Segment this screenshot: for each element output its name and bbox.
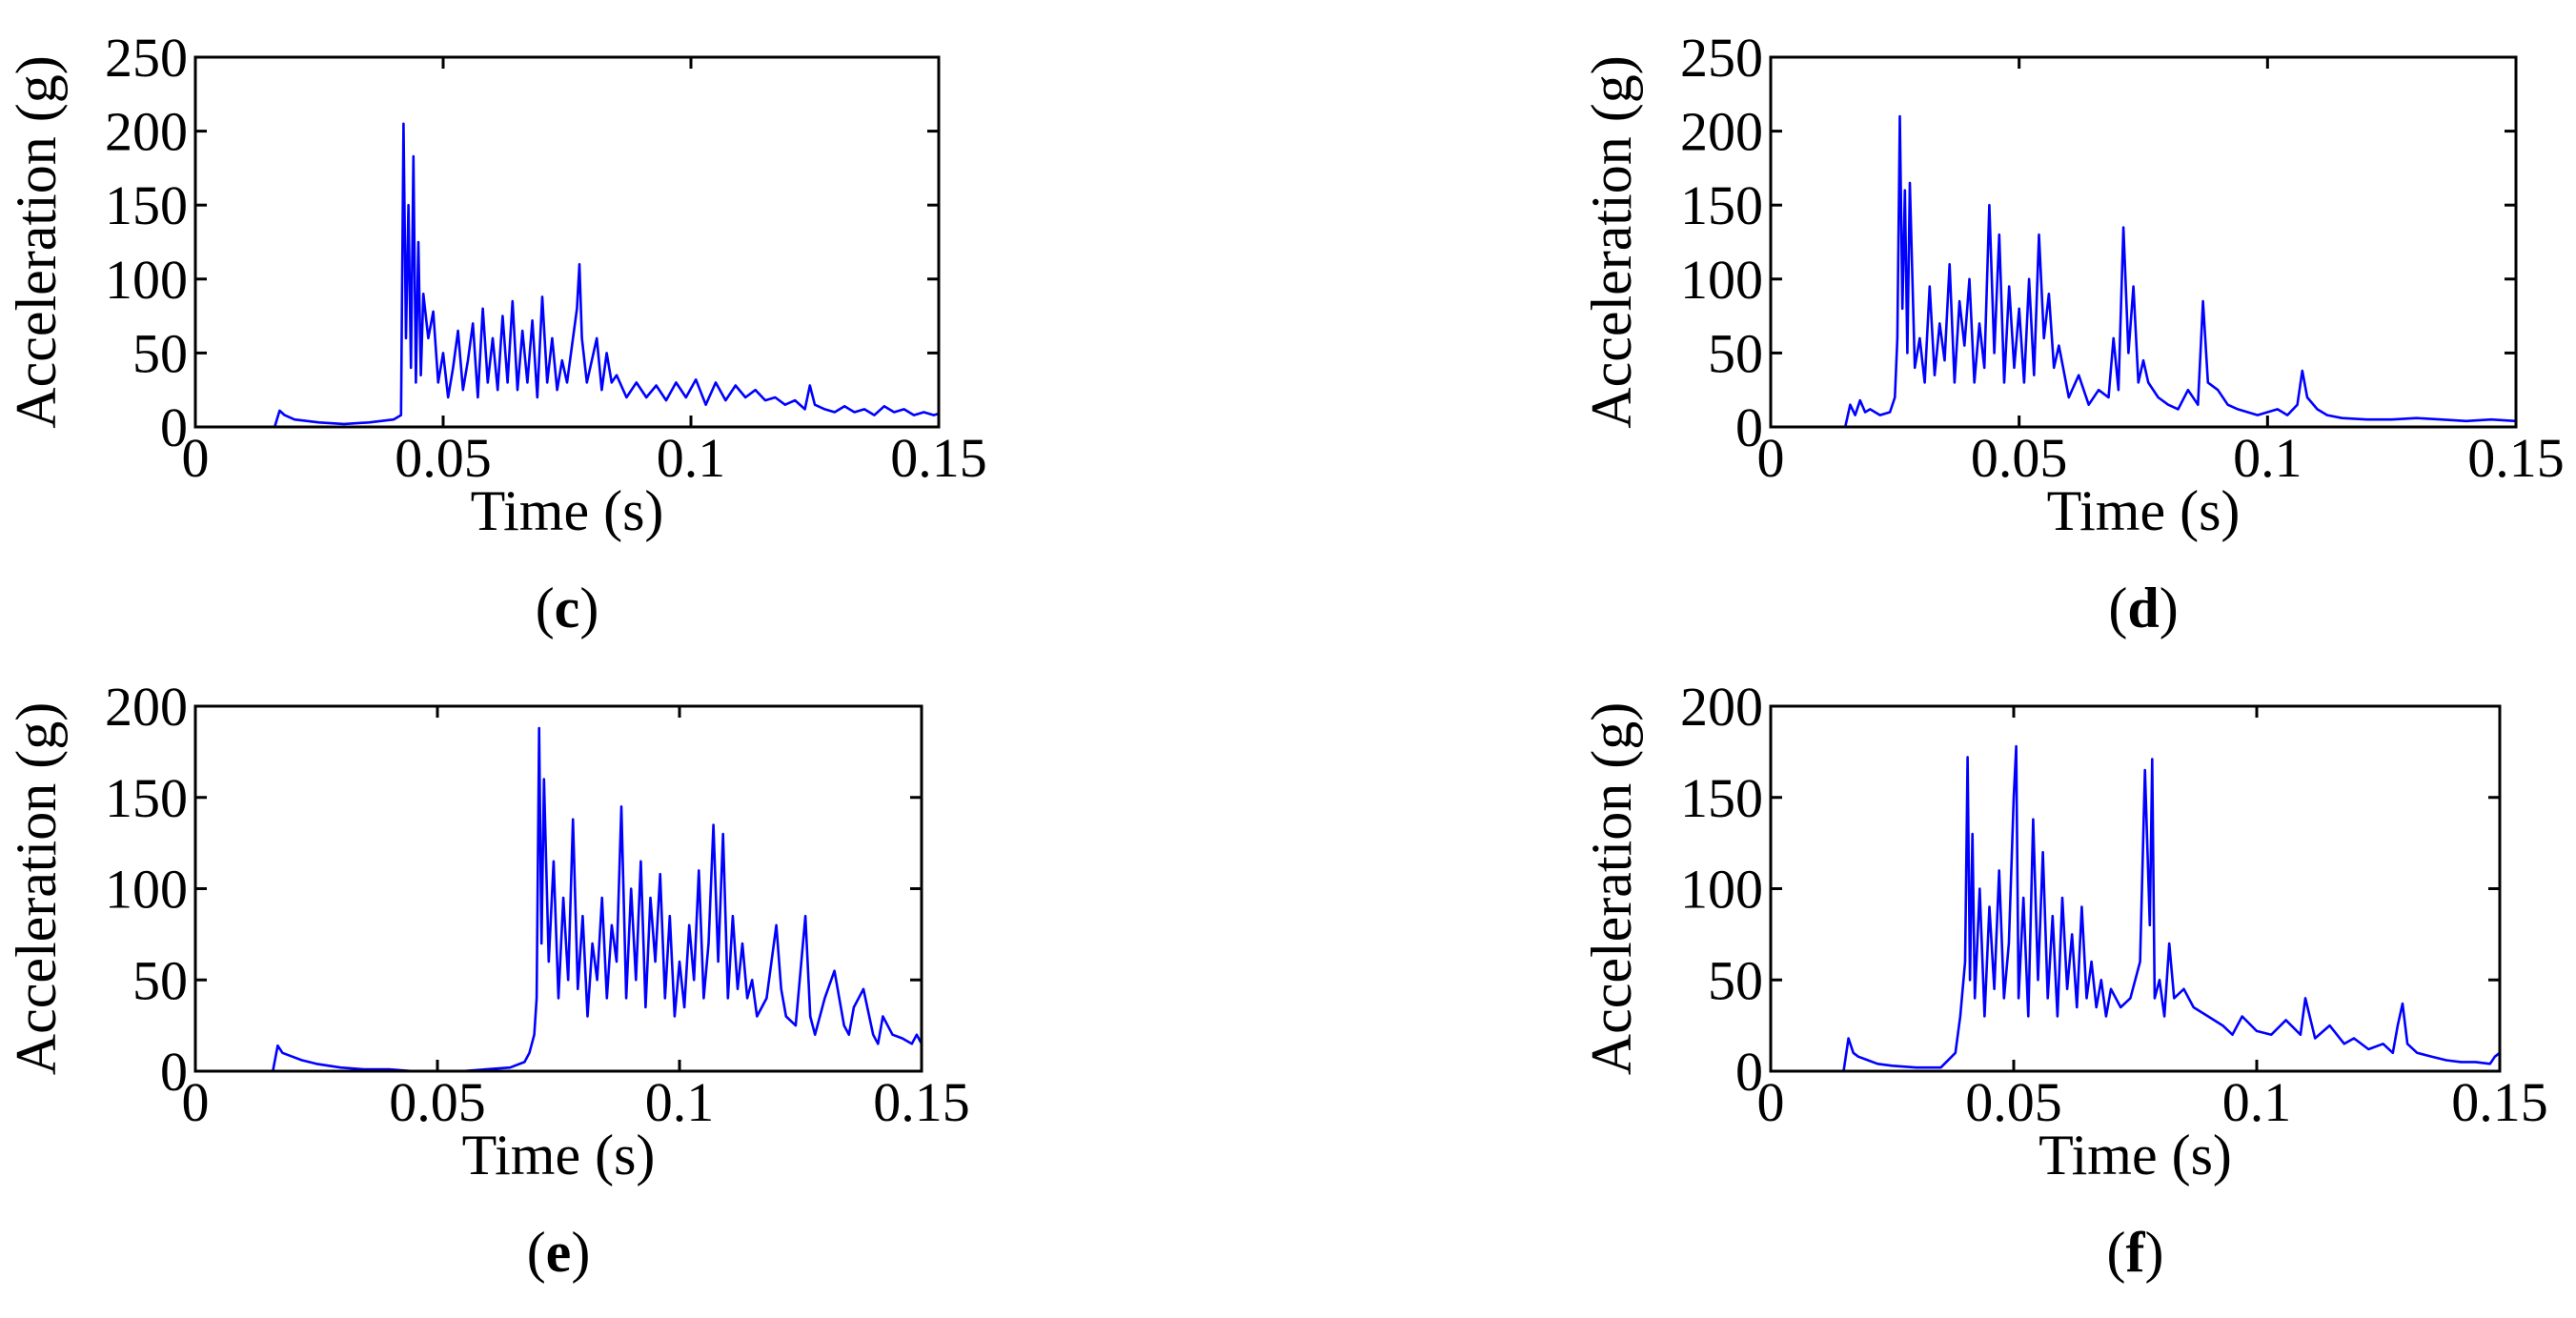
y-tick-label: 150 [105, 767, 188, 829]
plot-frame [193, 55, 941, 429]
x-tick-label: 0.15 [873, 1071, 970, 1133]
y-axis-label: Acceleration (g) [1580, 55, 1643, 428]
y-tick-label: 0 [160, 396, 188, 458]
x-tick-label: 0.05 [1971, 427, 2068, 489]
x-axis-label: Time (s) [2047, 479, 2241, 542]
x-tick-label: 0.15 [2451, 1071, 2548, 1133]
y-tick-label: 50 [1708, 949, 1763, 1011]
y-tick-label: 200 [1680, 101, 1763, 163]
y-tick-label: 50 [132, 949, 188, 1011]
x-tick-label: 0 [1757, 1071, 1785, 1133]
y-axis-label: Acceleration (g) [1580, 702, 1643, 1075]
x-tick-label: 0 [182, 427, 210, 489]
series-line [195, 726, 923, 1073]
chart-panel-e: 0 0.05 0.1 0.15 0 50 100 150 200 Time (s) Accelera… [5, 676, 970, 1284]
y-tick-label: 250 [1680, 27, 1763, 89]
y-axis-label: Acceleration (g) [5, 55, 68, 428]
panel-label-letter: e [546, 1221, 572, 1284]
panel-label: (c) [536, 577, 599, 639]
x-tick-label: 0.1 [2233, 427, 2302, 489]
plot-frame [193, 704, 923, 1073]
panel-label: (f) [2107, 1221, 2164, 1284]
y-tick-label: 250 [105, 27, 188, 89]
panel-label: (d) [2108, 577, 2178, 639]
plot-frame [1769, 704, 2502, 1073]
y-tick-label: 150 [1680, 174, 1763, 236]
y-tick-label: 100 [105, 859, 188, 921]
x-axis-label: Time (s) [471, 479, 664, 542]
y-tick-label: 150 [1680, 767, 1763, 829]
series-line [1771, 744, 2501, 1073]
y-tick-label: 200 [105, 676, 188, 738]
x-tick-label: 0 [1757, 427, 1785, 489]
chart-panel-f: 0 0.05 0.1 0.15 0 50 100 150 200 Time (s) Accelera… [1580, 676, 2548, 1284]
y-tick-label: 100 [105, 249, 188, 311]
y-tick-label: 150 [105, 174, 188, 236]
chart-panel-c: 0 0.05 0.1 0.15 0 50 100 150 200 250 Time (s) Accel… [5, 27, 987, 639]
y-tick-label: 0 [1735, 396, 1763, 458]
series-line [195, 122, 940, 429]
x-tick-label: 0.1 [645, 1071, 715, 1133]
panel-label-letter: f [2126, 1221, 2146, 1284]
chart-panel-d: 0 0.05 0.1 0.15 0 50 100 150 200 250 Time (s) Accel… [1580, 27, 2565, 639]
plot-frame [1769, 55, 2518, 429]
y-tick-label: 50 [1708, 322, 1763, 384]
x-tick-label: 0.05 [1965, 1071, 2062, 1133]
x-tick-label: 0.15 [2467, 427, 2565, 489]
y-tick-label: 100 [1680, 859, 1763, 921]
x-tick-label: 0.1 [657, 427, 726, 489]
series-line [1771, 114, 2517, 429]
x-axis-label: Time (s) [2038, 1124, 2232, 1186]
y-tick-label: 50 [132, 322, 188, 384]
x-tick-label: 0.05 [395, 427, 492, 489]
x-axis-label: Time (s) [462, 1124, 656, 1186]
y-axis-label: Acceleration (g) [5, 702, 68, 1075]
y-tick-label: 200 [105, 101, 188, 163]
x-tick-label: 0 [182, 1071, 210, 1133]
panel-label: (e) [527, 1221, 591, 1284]
y-tick-label: 100 [1680, 249, 1763, 311]
panel-label-letter: c [555, 577, 580, 639]
x-tick-label: 0.05 [389, 1071, 486, 1133]
x-tick-label: 0.15 [890, 427, 987, 489]
panel-label-letter: d [2127, 577, 2159, 639]
y-tick-label: 0 [160, 1041, 188, 1103]
y-tick-label: 0 [1735, 1041, 1763, 1103]
y-tick-label: 200 [1680, 676, 1763, 738]
x-tick-label: 0.1 [2222, 1071, 2292, 1133]
